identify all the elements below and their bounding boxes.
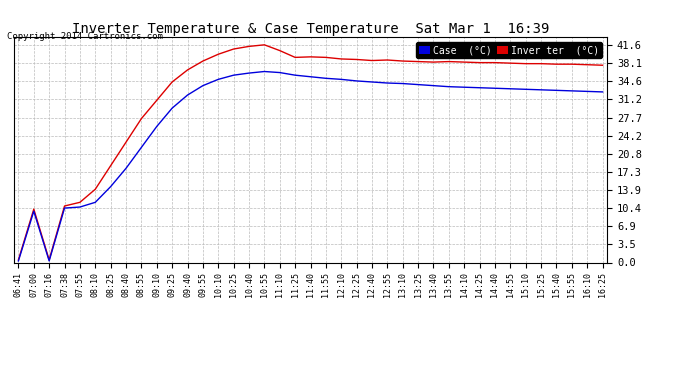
Text: Copyright 2014 Cartronics.com: Copyright 2014 Cartronics.com — [7, 32, 163, 41]
Title: Inverter Temperature & Case Temperature  Sat Mar 1  16:39: Inverter Temperature & Case Temperature … — [72, 22, 549, 36]
Legend: Case  (°C), Inver ter  (°C): Case (°C), Inver ter (°C) — [415, 42, 602, 58]
